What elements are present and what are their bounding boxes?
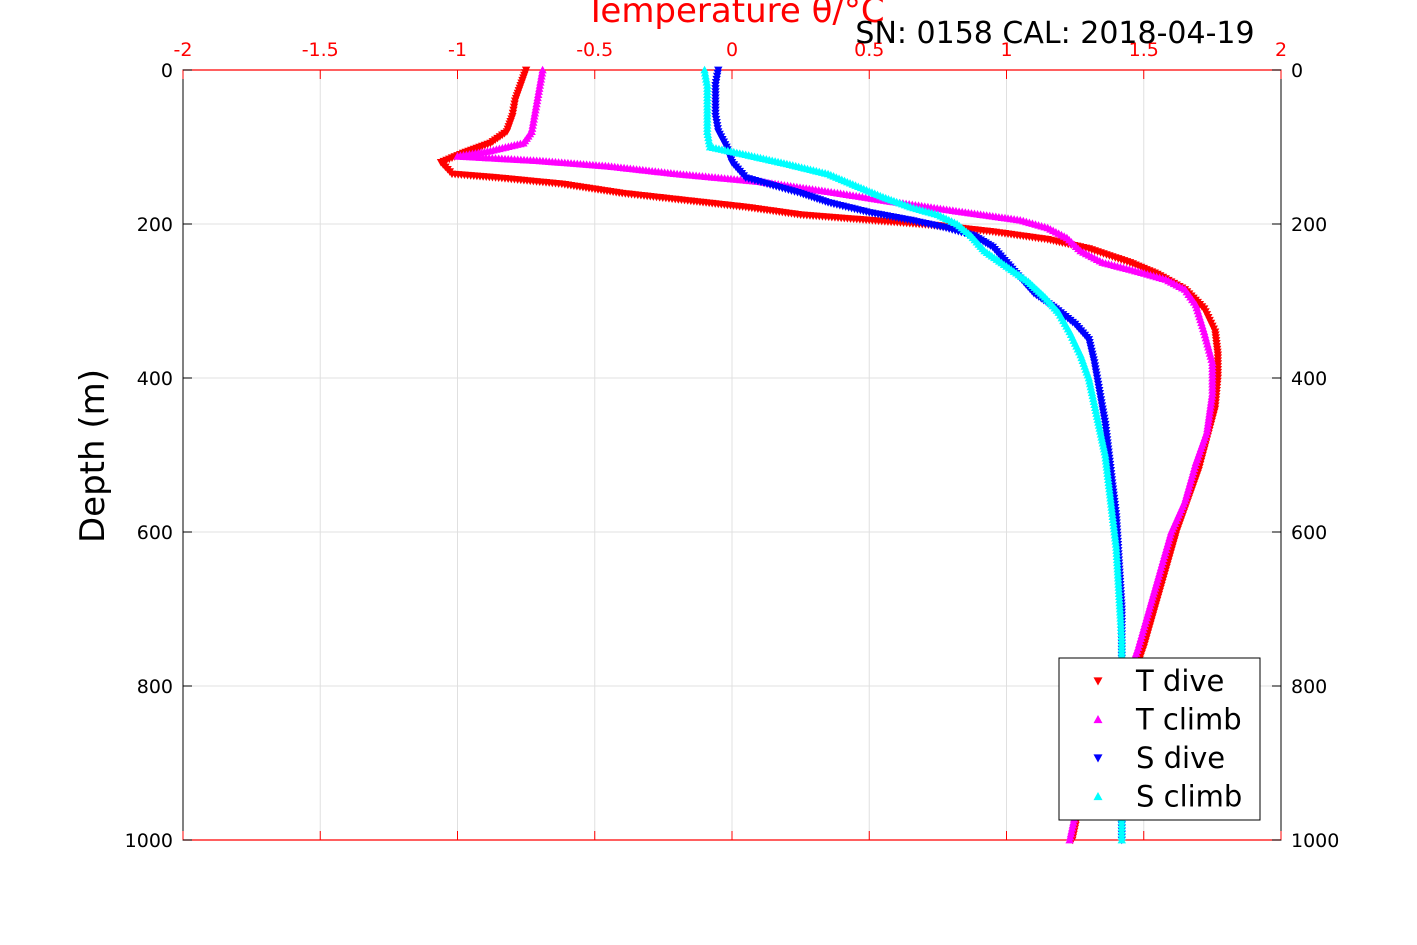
data-point (705, 139, 714, 148)
x-tick-label: -2 (174, 39, 193, 61)
data-point (1065, 835, 1074, 844)
data-point (702, 78, 711, 86)
legend-label: S dive (1136, 741, 1225, 775)
data-point (531, 102, 541, 111)
serial-calibration-annotation: SN: 0158 CAL: 2018-04-19 (855, 16, 1254, 51)
legend-label: T dive (1135, 664, 1224, 698)
data-point (534, 87, 543, 95)
x-tick-label: -1 (448, 39, 467, 61)
y-tick-label-right: 1000 (1291, 830, 1339, 852)
data-point (532, 99, 541, 108)
data-point (533, 93, 542, 102)
data-point (537, 71, 546, 80)
legend-marker (1093, 754, 1103, 763)
y-axis-label: Depth (m) (73, 369, 113, 543)
y-tick-label-left: 600 (137, 522, 173, 544)
legend-marker (1093, 792, 1103, 801)
y-tick-label-right: 800 (1291, 676, 1327, 698)
data-point (532, 96, 542, 105)
data-point (538, 65, 547, 74)
data-point (534, 90, 543, 98)
legend-label: S climb (1136, 780, 1242, 814)
data-point (535, 84, 544, 92)
x-tick-label: 0 (726, 39, 738, 61)
y-tick-label-right: 600 (1291, 522, 1327, 544)
legend-label: T climb (1135, 703, 1242, 737)
data-point (701, 71, 710, 80)
x-axis-label: Temperature θ/°C (584, 0, 884, 31)
data-point (535, 81, 545, 89)
y-tick-label-left: 0 (161, 60, 173, 82)
data-point (703, 130, 713, 139)
x-tick-label: 2 (1275, 39, 1287, 61)
data-point (529, 115, 539, 123)
data-point (536, 78, 545, 86)
y-tick-label-right: 200 (1291, 214, 1327, 236)
x-ticks: -2 -1.5 -1 -0.5 0 0.5 1 1.5 2 (174, 39, 1287, 840)
legend: T dive T climb S dive S climb (1058, 657, 1261, 821)
data-point (704, 133, 713, 142)
x-tick-label: -0.5 (576, 39, 613, 61)
data-point (530, 108, 540, 117)
y-tick-label-left: 200 (137, 214, 173, 236)
data-point (700, 65, 709, 74)
data-point (537, 68, 547, 77)
legend-box (1058, 657, 1261, 821)
data-point (529, 118, 538, 126)
legend-marker (1093, 677, 1103, 686)
y-tick-label-right: 0 (1291, 60, 1303, 82)
data-point (531, 105, 540, 114)
y-tick-label-left: 400 (137, 368, 173, 390)
data-point (701, 75, 711, 83)
data-point (704, 136, 714, 145)
x-tick-label: 1 (1000, 39, 1012, 61)
y-tick-label-left: 1000 (125, 830, 173, 852)
y-ticks: 0 0 200 200 400 400 600 600 800 800 1000 1000 (125, 60, 1340, 852)
y-tick-label-left: 800 (137, 676, 173, 698)
data-point (536, 75, 546, 83)
data-point (530, 112, 539, 120)
data-point (700, 68, 710, 77)
data-point (528, 121, 537, 129)
x-tick-label: -1.5 (302, 39, 339, 61)
data-point (703, 127, 712, 135)
x-tick-label: 1.5 (1129, 39, 1159, 61)
y-tick-label-right: 400 (1291, 368, 1327, 390)
x-tick-label: 0.5 (854, 39, 884, 61)
legend-marker (1093, 715, 1103, 724)
data-point (1117, 835, 1126, 844)
